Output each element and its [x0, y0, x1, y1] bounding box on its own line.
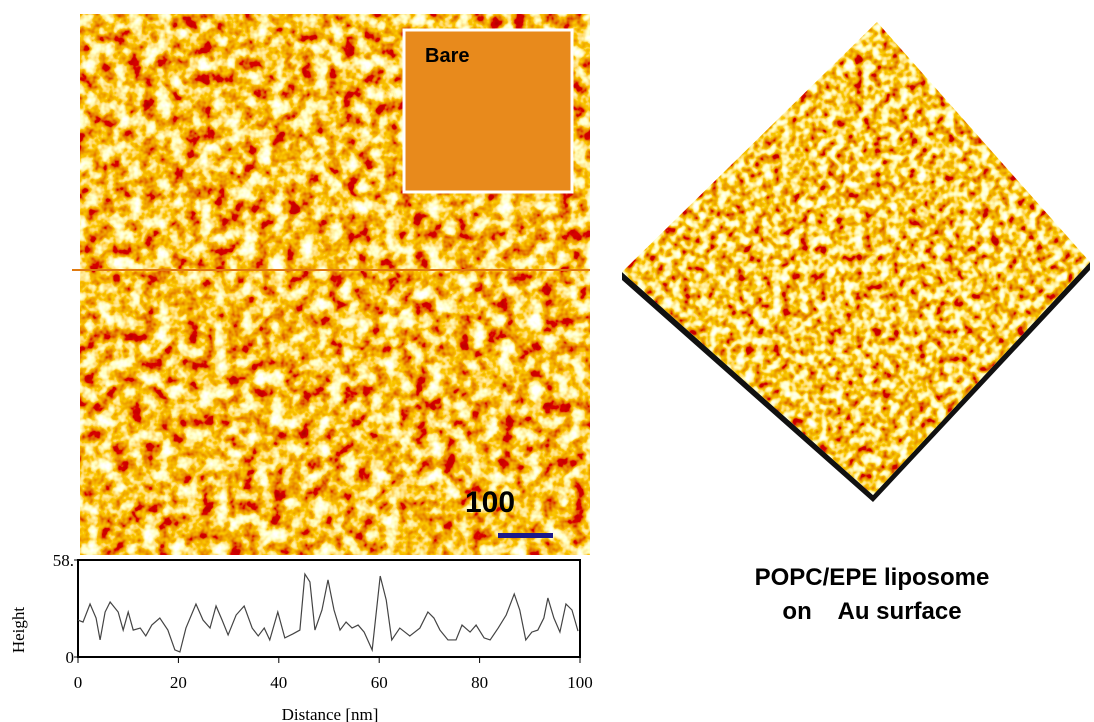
x-tick-label: 100	[567, 673, 593, 692]
figure: Bare 100 POPC/EPE liposome on Au surface…	[0, 0, 1094, 722]
x-axis-label: Distance [nm]	[282, 705, 379, 722]
x-tick-label: 40	[270, 673, 287, 692]
x-tick-label: 0	[74, 673, 83, 692]
plot-frame	[78, 560, 580, 657]
inset-label: Bare	[425, 45, 469, 67]
scale-label: 100	[465, 486, 515, 519]
scale-bar	[498, 533, 553, 538]
caption: on Au surface	[782, 598, 961, 625]
y-tick-label: 0	[66, 648, 75, 667]
x-tick-label: 20	[170, 673, 187, 692]
caption: POPC/EPE liposome	[755, 564, 990, 591]
surface-3d	[620, 20, 1094, 498]
x-tick-label: 60	[371, 673, 388, 692]
x-tick-label: 80	[471, 673, 488, 692]
y-tick-label: 58.	[53, 551, 74, 570]
y-axis-label: Height	[9, 607, 28, 654]
